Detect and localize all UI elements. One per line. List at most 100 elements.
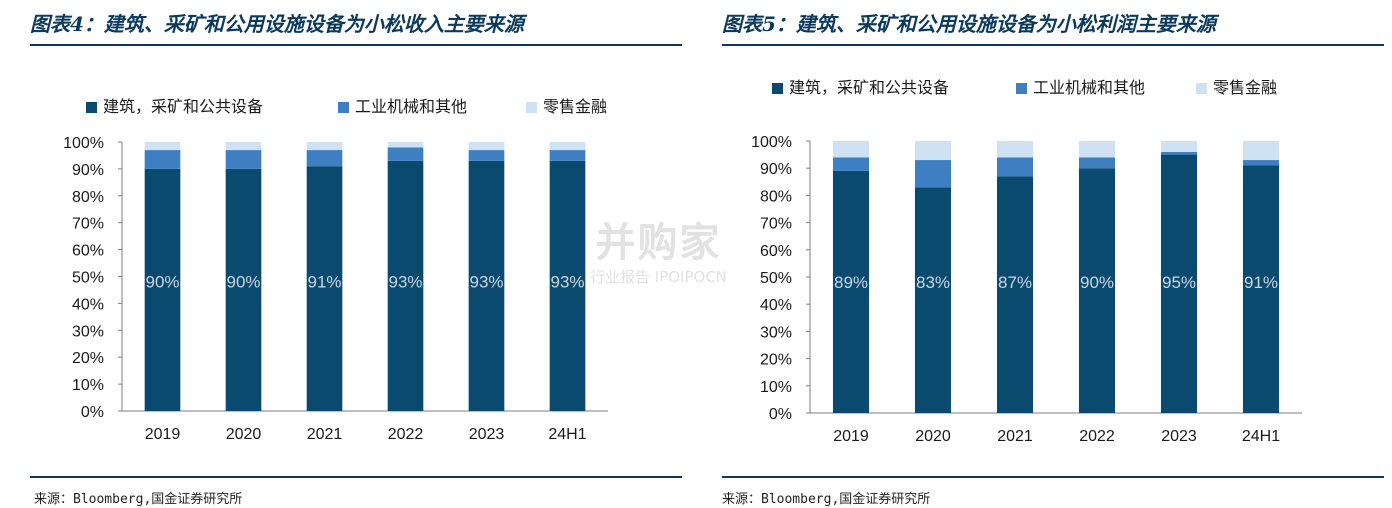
- y-tick-label: 20%: [760, 352, 792, 369]
- bar-segment: [1078, 157, 1116, 169]
- figure-5-source: 来源：Bloomberg,国金证券研究所: [722, 492, 931, 507]
- y-tick-label: 80%: [72, 189, 104, 206]
- x-tick-label: 2020: [226, 426, 262, 443]
- x-tick-label: 2019: [145, 426, 181, 443]
- bar-segment: [1242, 165, 1280, 413]
- data-label: 90%: [226, 272, 260, 291]
- legend-item: 零售金融: [526, 97, 607, 116]
- bar-segment: [832, 141, 870, 158]
- bar-segment: [1160, 151, 1198, 155]
- bar-segment: [387, 142, 424, 148]
- bar-segment: [832, 170, 870, 413]
- x-tick-label: 2022: [1079, 428, 1115, 445]
- legend-label: 工业机械和其他: [1033, 78, 1145, 97]
- figure-5-source-rule: [722, 476, 1384, 478]
- y-tick-label: 0%: [81, 404, 104, 421]
- bar-segment: [996, 176, 1034, 413]
- data-label: 93%: [388, 272, 422, 291]
- y-tick-label: 50%: [760, 270, 792, 287]
- y-tick-label: 10%: [760, 379, 792, 396]
- bar-segment: [468, 142, 505, 151]
- legend-label: 零售金融: [1213, 78, 1277, 97]
- legend-swatch: [1016, 83, 1027, 94]
- data-label: 90%: [1080, 273, 1114, 292]
- y-tick-label: 30%: [760, 324, 792, 341]
- legend-swatch: [86, 102, 97, 113]
- bar-segment: [225, 168, 262, 411]
- legend-item: 工业机械和其他: [338, 97, 467, 116]
- y-tick-label: 40%: [760, 297, 792, 314]
- bar-segment: [1078, 141, 1116, 158]
- bar-segment: [832, 157, 870, 171]
- y-tick-label: 10%: [72, 377, 104, 394]
- y-tick-label: 60%: [72, 243, 104, 260]
- data-label: 91%: [307, 272, 341, 291]
- bar-segment: [1078, 168, 1116, 413]
- figure-4-source: 来源：Bloomberg,国金证券研究所: [34, 492, 243, 507]
- legend-label: 建筑，采矿和公共设备: [789, 78, 949, 97]
- y-tick-label: 40%: [72, 296, 104, 313]
- figure-4-title: 图表4：建筑、采矿和公用设施设备为小松收入主要来源: [30, 12, 524, 36]
- bar-segment: [914, 141, 952, 161]
- bar-segment: [306, 150, 343, 167]
- bar-segment: [225, 142, 262, 151]
- legend-item: 建筑，采矿和公共设备: [772, 78, 949, 97]
- legend-swatch: [772, 83, 783, 94]
- bar-segment: [144, 168, 181, 411]
- legend-label: 建筑，采矿和公共设备: [103, 97, 263, 116]
- profit-share-chart: 建筑，采矿和公共设备 工业机械和其他 零售金融 0% 10% 20% 30% 40% 50% 60…: [751, 78, 1302, 445]
- bar-segment: [1160, 154, 1198, 413]
- revenue-share-chart: 建筑，采矿和公共设备 工业机械和其他 零售金融 0% 10% 20% 30% 40% 50% 60…: [63, 97, 608, 443]
- bar-segment: [468, 150, 505, 161]
- x-tick-label: 24H1: [548, 426, 586, 443]
- y-tick-label: 30%: [72, 323, 104, 340]
- x-tick-label: 2023: [469, 426, 505, 443]
- bar-segment: [549, 142, 586, 151]
- x-tick-label: 24H1: [1242, 428, 1280, 445]
- x-tick-label: 2020: [915, 428, 951, 445]
- bar-segment: [144, 150, 181, 169]
- legend-swatch: [1196, 83, 1207, 94]
- figure-5-title: 图表5：建筑、采矿和公用设施设备为小松利润主要来源: [722, 12, 1216, 36]
- bar-segment: [914, 160, 952, 188]
- y-tick-label: 50%: [72, 270, 104, 287]
- figure-5-title-rule: [722, 44, 1384, 46]
- x-tick-label: 2021: [307, 426, 343, 443]
- bar-segment: [306, 166, 343, 411]
- y-tick-label: 100%: [751, 134, 792, 151]
- y-tick-label: 90%: [72, 162, 104, 179]
- figure-4-source-rule: [30, 476, 682, 478]
- legend-item: 工业机械和其他: [1016, 78, 1145, 97]
- y-tick-label: 90%: [760, 161, 792, 178]
- figure-4-panel: 图表4：建筑、采矿和公用设施设备为小松收入主要来源 建筑，采矿和公共设备 工业机械…: [0, 0, 690, 508]
- bar-segment: [387, 160, 424, 411]
- bar-segment: [306, 142, 343, 151]
- y-tick-label: 70%: [760, 216, 792, 233]
- data-label: 93%: [550, 272, 584, 291]
- data-label: 93%: [469, 272, 503, 291]
- legend-label: 工业机械和其他: [355, 97, 467, 116]
- y-tick-label: 0%: [769, 406, 792, 423]
- legend-swatch: [526, 102, 537, 113]
- bar-segment: [468, 160, 505, 411]
- legend-label: 零售金融: [543, 97, 607, 116]
- bar-segment: [387, 147, 424, 161]
- bar-segment: [549, 150, 586, 161]
- data-label: 89%: [834, 273, 868, 292]
- bar-segment: [225, 150, 262, 169]
- y-tick-label: 100%: [63, 135, 104, 152]
- y-tick-label: 20%: [72, 350, 104, 367]
- x-tick-label: 2023: [1161, 428, 1197, 445]
- x-tick-label: 2019: [833, 428, 869, 445]
- data-label: 95%: [1162, 273, 1196, 292]
- data-label: 83%: [916, 273, 950, 292]
- bar-segment: [996, 157, 1034, 177]
- bar-segment: [1242, 141, 1280, 161]
- x-tick-label: 2022: [388, 426, 424, 443]
- bar-segment: [549, 160, 586, 411]
- bar-segment: [1160, 141, 1198, 152]
- data-label: 91%: [1244, 273, 1278, 292]
- figure-5-panel: 图表5：建筑、采矿和公用设施设备为小松利润主要来源 建筑，采矿和公共设备 工业机械…: [700, 0, 1392, 508]
- y-tick-label: 70%: [72, 216, 104, 233]
- y-tick-label: 80%: [760, 188, 792, 205]
